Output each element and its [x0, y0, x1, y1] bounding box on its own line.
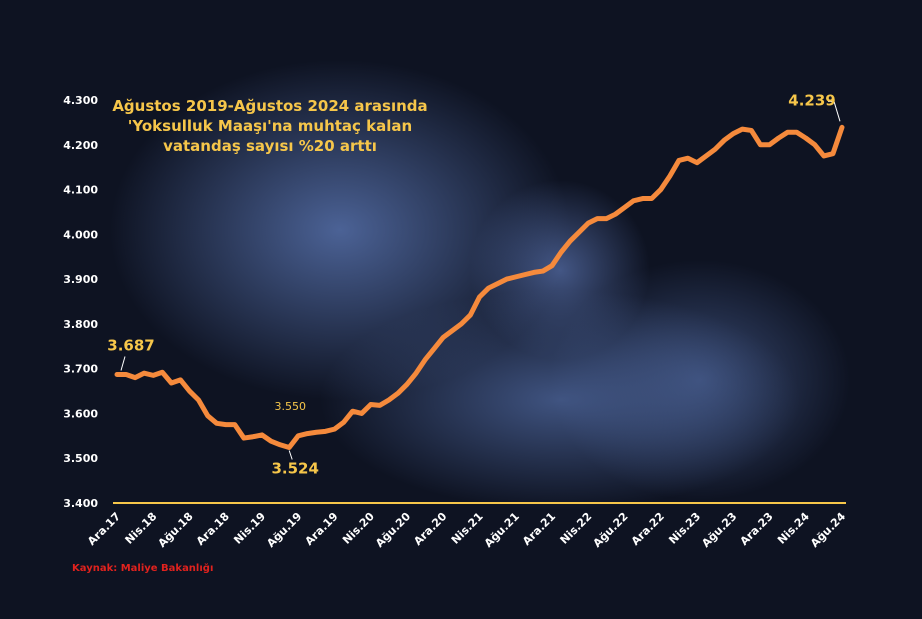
- label-leader: [288, 450, 293, 460]
- label-leader: [120, 356, 126, 371]
- y-tick-label: 3.900: [63, 273, 98, 286]
- source-note: Kaynak: Maliye Bakanlığı: [72, 563, 214, 574]
- x-tick-label: Ağu.19: [264, 510, 304, 550]
- x-tick-label: Ağu.21: [482, 510, 522, 550]
- y-tick-label: 3.700: [63, 363, 98, 376]
- x-tick-label: Ara.22: [629, 510, 667, 548]
- x-tick-label: Ağu.18: [156, 510, 196, 550]
- y-tick-label: 4.200: [63, 139, 98, 152]
- x-tick-label: Ara.19: [303, 510, 341, 548]
- x-tick-label: Ara.23: [738, 510, 776, 548]
- x-tick-label: Ağu.23: [699, 510, 739, 550]
- x-tick-label: Nis.19: [231, 510, 268, 547]
- y-tick-label: 4.000: [63, 228, 98, 241]
- x-tick-label: Ara.21: [520, 510, 558, 548]
- x-tick-label: Nis.22: [558, 510, 595, 547]
- x-tick-label: Ara.20: [411, 510, 449, 548]
- x-tick-label: Nis.23: [666, 510, 703, 547]
- y-tick-label: 3.800: [63, 318, 98, 331]
- y-tick-label: 3.500: [63, 452, 98, 465]
- x-tick-label: Ara.17: [85, 510, 123, 548]
- x-tick-label: Nis.20: [340, 510, 377, 547]
- label-leader: [828, 100, 841, 122]
- x-tick-label: Ara.18: [194, 510, 232, 548]
- data-label: 3.687: [107, 336, 154, 354]
- x-tick-label: Nis.18: [123, 510, 160, 547]
- y-tick-label: 3.400: [63, 497, 98, 510]
- y-tick-label: 4.300: [63, 94, 98, 107]
- data-label: 4.239: [788, 91, 835, 109]
- data-label: 3.550: [275, 400, 307, 413]
- y-tick-label: 3.600: [63, 407, 98, 420]
- x-tick-label: Ağu.20: [373, 510, 413, 550]
- chart-title: Ağustos 2019-Ağustos 2024 arasında 'Yoks…: [112, 97, 428, 155]
- x-tick-label: Nis.21: [449, 510, 486, 547]
- x-tick-label: Ağu.22: [591, 510, 631, 550]
- x-tick-label: Nis.24: [775, 510, 812, 547]
- x-tick-label: Ağu.24: [808, 510, 848, 550]
- y-tick-label: 4.100: [63, 184, 98, 197]
- data-line: [114, 124, 845, 450]
- data-label: 3.524: [271, 459, 318, 477]
